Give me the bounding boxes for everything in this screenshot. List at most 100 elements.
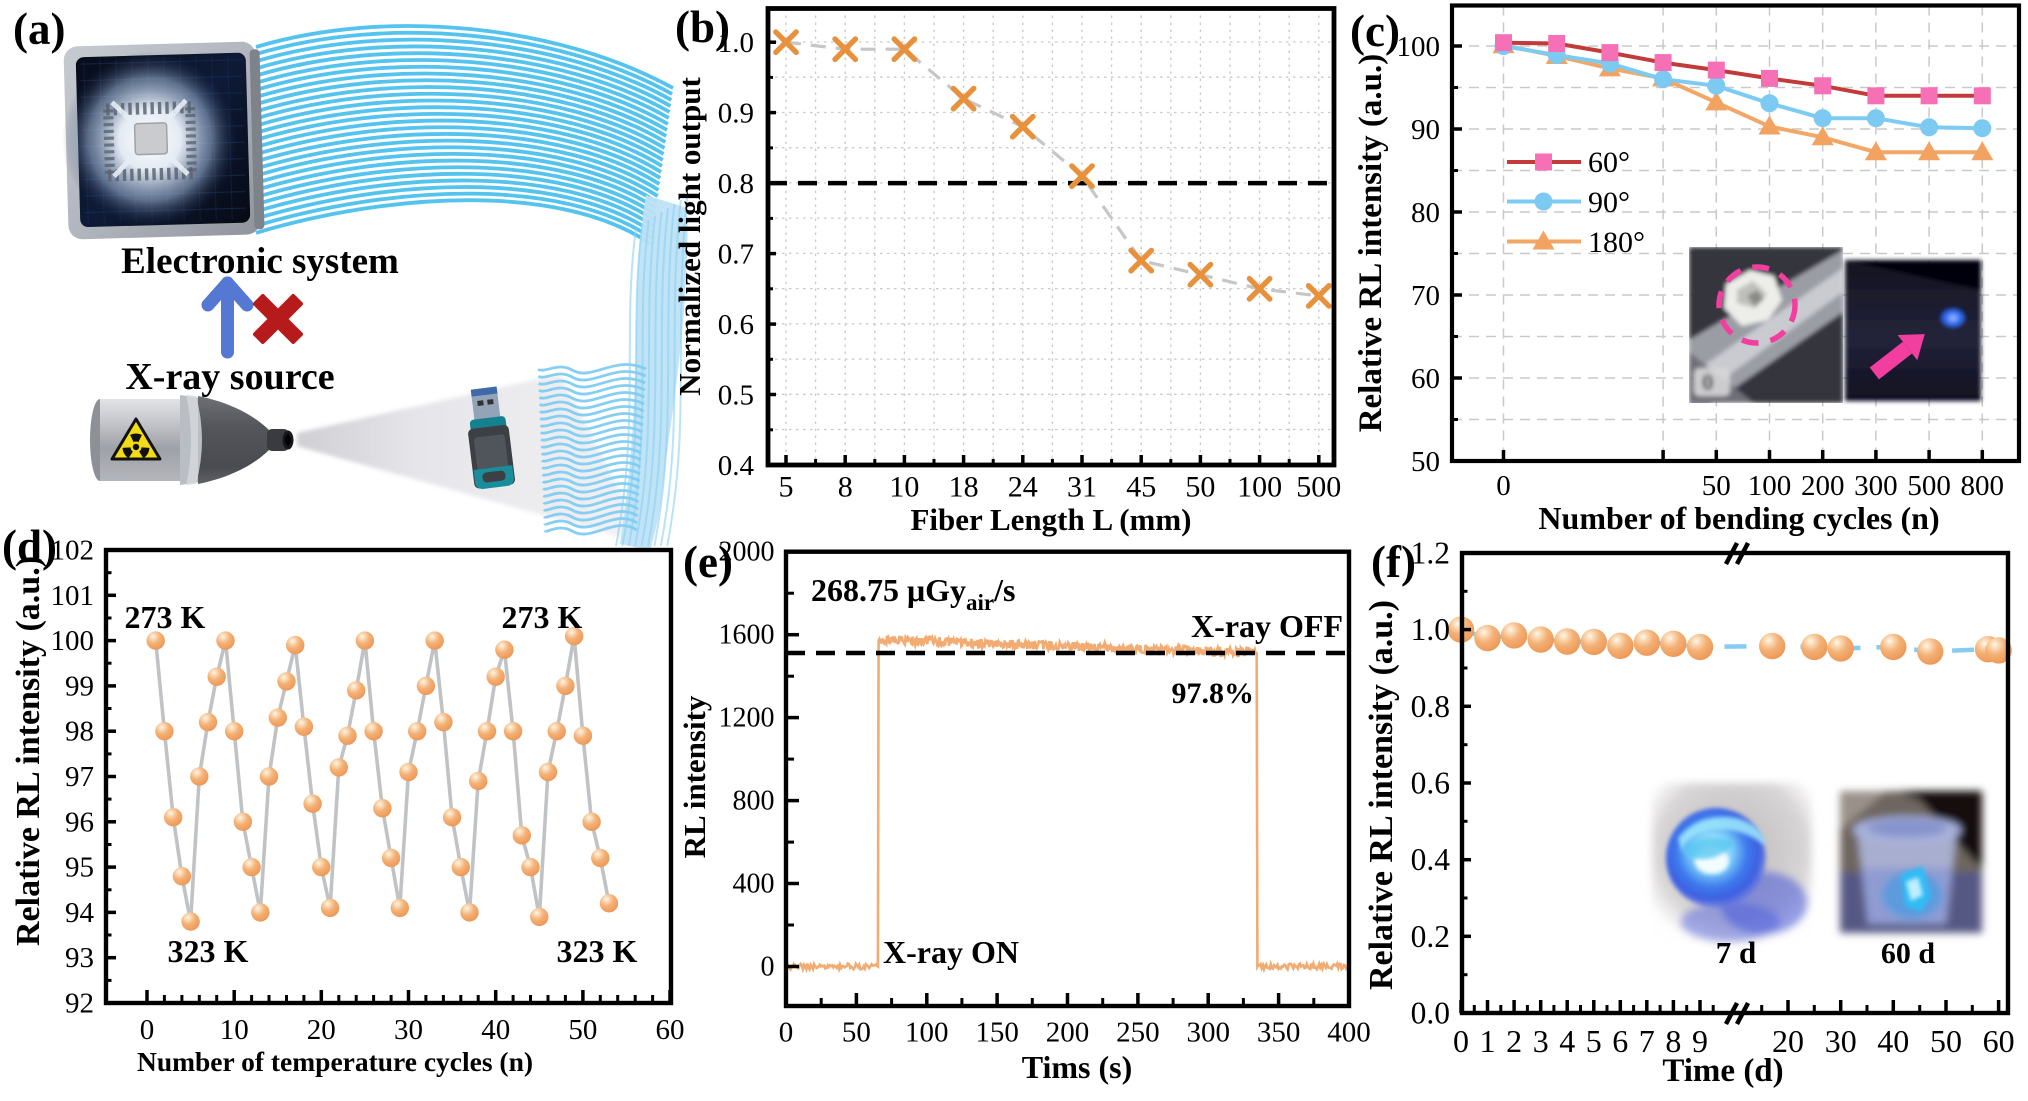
svg-text:60: 60 <box>1983 1023 2015 1059</box>
svg-text:10: 10 <box>220 1014 249 1046</box>
svg-text:Fiber Length L (mm): Fiber Length L (mm) <box>911 502 1192 537</box>
svg-text:96: 96 <box>65 806 94 838</box>
svg-text:97: 97 <box>65 761 94 793</box>
svg-text:Normalized light output: Normalized light output <box>672 77 707 396</box>
svg-text:102: 102 <box>51 535 95 567</box>
svg-text:80: 80 <box>1411 197 1440 229</box>
svg-text:0.2: 0.2 <box>1411 919 1450 954</box>
svg-text:250: 250 <box>1116 1017 1160 1049</box>
svg-text:800: 800 <box>733 786 775 817</box>
svg-text:30: 30 <box>394 1014 423 1046</box>
svg-text:Number of temperature cycles (: Number of temperature cycles (n) <box>137 1046 533 1077</box>
svg-text:0.8: 0.8 <box>1411 689 1450 724</box>
svg-text:10: 10 <box>889 471 919 504</box>
svg-text:Time (d): Time (d) <box>1662 1053 1783 1089</box>
svg-text:100: 100 <box>905 1017 949 1049</box>
svg-text:97.8%: 97.8% <box>1172 677 1255 710</box>
svg-text:50: 50 <box>1411 446 1440 478</box>
svg-text:(e): (e) <box>683 537 733 587</box>
svg-text:60: 60 <box>656 1014 685 1046</box>
svg-text:99: 99 <box>65 670 94 702</box>
svg-text:0: 0 <box>779 1017 794 1049</box>
svg-text:40: 40 <box>481 1014 510 1046</box>
svg-text:5: 5 <box>1586 1023 1602 1059</box>
svg-text:1200: 1200 <box>719 703 775 734</box>
svg-text:20: 20 <box>1772 1023 1804 1059</box>
svg-text:45: 45 <box>1126 471 1156 504</box>
svg-text:X-ray source: X-ray source <box>125 356 334 398</box>
svg-text:4: 4 <box>1559 1023 1575 1059</box>
svg-text:98: 98 <box>65 716 94 748</box>
svg-text:100: 100 <box>51 625 95 657</box>
svg-text:7 d: 7 d <box>1716 935 1757 970</box>
svg-text:50: 50 <box>1702 470 1731 502</box>
svg-text:60 d: 60 d <box>1881 937 1936 970</box>
svg-text:400: 400 <box>1327 1017 1371 1049</box>
svg-text:95: 95 <box>65 852 94 884</box>
svg-text:0: 0 <box>1702 370 1714 395</box>
svg-text:24: 24 <box>1008 471 1038 504</box>
svg-text:0.4: 0.4 <box>718 450 755 482</box>
svg-text:(c): (c) <box>1350 6 1400 56</box>
svg-text:0.6: 0.6 <box>1411 766 1450 801</box>
svg-text:1.0: 1.0 <box>1411 612 1450 647</box>
svg-text:50: 50 <box>1185 471 1215 504</box>
svg-text:50: 50 <box>568 1014 597 1046</box>
svg-text:300: 300 <box>1186 1017 1230 1049</box>
svg-text:1.2: 1.2 <box>1411 536 1450 571</box>
svg-text:0.0: 0.0 <box>1411 996 1450 1031</box>
svg-text:273 K: 273 K <box>502 599 583 635</box>
svg-text:323 K: 323 K <box>557 933 638 969</box>
svg-text:1600: 1600 <box>719 620 775 651</box>
svg-text:2: 2 <box>1506 1023 1522 1059</box>
svg-text:18: 18 <box>949 471 979 504</box>
svg-text:X-ray ON: X-ray ON <box>883 934 1019 970</box>
svg-text:Relative RL intensity (a.u.): Relative RL intensity (a.u.) <box>10 556 47 946</box>
svg-text:(b): (b) <box>675 2 730 52</box>
svg-text:0: 0 <box>761 952 775 983</box>
svg-text:400: 400 <box>733 869 775 900</box>
svg-text:94: 94 <box>65 897 95 929</box>
svg-text:31: 31 <box>1067 471 1097 504</box>
svg-text:9: 9 <box>1692 1023 1708 1059</box>
svg-text:8: 8 <box>838 471 853 504</box>
svg-text:800: 800 <box>1961 470 2005 502</box>
svg-text:0: 0 <box>1453 1023 1469 1059</box>
svg-text:30: 30 <box>1825 1023 1857 1059</box>
svg-text:101: 101 <box>51 580 95 612</box>
svg-text:X-ray OFF: X-ray OFF <box>1191 608 1343 644</box>
svg-text:1.0: 1.0 <box>718 27 754 59</box>
svg-text:0.9: 0.9 <box>718 98 754 130</box>
svg-text:200: 200 <box>1801 470 1845 502</box>
svg-text:8: 8 <box>1665 1023 1681 1059</box>
svg-text:2000: 2000 <box>719 537 775 568</box>
svg-text:5: 5 <box>779 471 794 504</box>
svg-text:0.5: 0.5 <box>718 380 754 412</box>
svg-text:20: 20 <box>307 1014 336 1046</box>
svg-text:1: 1 <box>1480 1023 1496 1059</box>
svg-text:Number of bending cycles (n): Number of bending cycles (n) <box>1538 500 1939 536</box>
svg-text:RL intensity: RL intensity <box>677 695 712 858</box>
svg-text:500: 500 <box>1296 471 1341 504</box>
svg-text:Tims (s): Tims (s) <box>1022 1049 1133 1085</box>
svg-text:350: 350 <box>1257 1017 1301 1049</box>
svg-text:60°: 60° <box>1588 146 1630 179</box>
svg-text:150: 150 <box>975 1017 1019 1049</box>
svg-text:Electronic system: Electronic system <box>121 241 399 282</box>
svg-text:200: 200 <box>1046 1017 1090 1049</box>
svg-text:50: 50 <box>1930 1023 1962 1059</box>
svg-text:90: 90 <box>1411 114 1440 146</box>
svg-text:0.8: 0.8 <box>718 168 754 200</box>
svg-text:6: 6 <box>1612 1023 1628 1059</box>
svg-text:0.7: 0.7 <box>718 239 754 271</box>
svg-text:100: 100 <box>1748 470 1792 502</box>
svg-text:Relative RL intensity (a.u.): Relative RL intensity (a.u.) <box>1363 600 1400 990</box>
svg-text:300: 300 <box>1854 470 1898 502</box>
svg-text:323 K: 323 K <box>168 933 249 969</box>
svg-text:0.4: 0.4 <box>1411 842 1451 877</box>
svg-text:93: 93 <box>65 942 94 974</box>
svg-text:500: 500 <box>1907 470 1951 502</box>
svg-text:100: 100 <box>1397 31 1441 63</box>
svg-text:180°: 180° <box>1588 226 1645 259</box>
svg-text:40: 40 <box>1877 1023 1909 1059</box>
